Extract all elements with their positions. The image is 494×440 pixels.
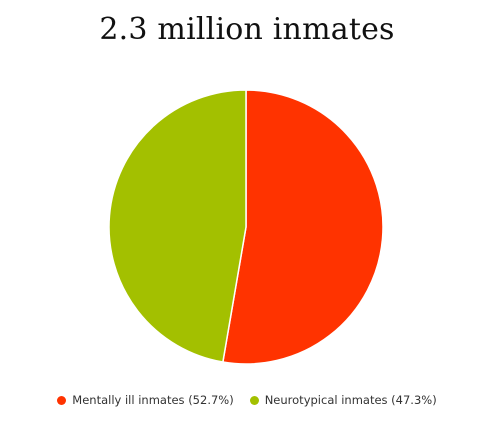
legend-swatch-neurotypical — [249, 395, 259, 405]
chart-legend: Mentally ill inmates (52.7%) Neurotypica… — [0, 393, 494, 407]
pie-slice-mentally-ill[interactable] — [222, 89, 384, 365]
chart-title: 2.3 million inmates — [99, 12, 395, 47]
legend-label-mentally-ill: Mentally ill inmates (52.7%) — [72, 393, 234, 407]
legend-label-neurotypical: Neurotypical inmates (47.3%) — [264, 393, 437, 407]
legend-swatch-mentally-ill — [57, 395, 67, 405]
pie-slice-neurotypical[interactable] — [108, 89, 247, 363]
legend-item-mentally-ill[interactable]: Mentally ill inmates (52.7%) — [57, 393, 234, 407]
legend-item-neurotypical[interactable]: Neurotypical inmates (47.3%) — [249, 393, 437, 407]
